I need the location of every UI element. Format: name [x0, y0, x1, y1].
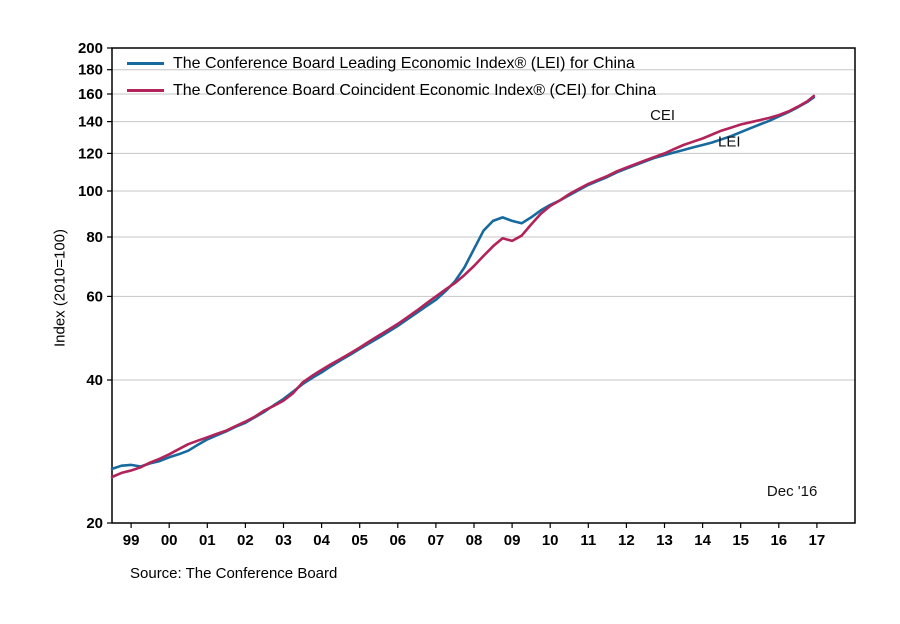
y-axis-title: Index (2010=100): [51, 228, 69, 348]
x-tick-label: 00: [161, 532, 178, 549]
x-tick-label: 15: [732, 532, 749, 549]
annotation-dec-16: Dec '16: [767, 483, 817, 500]
x-tick-label: 01: [199, 532, 216, 549]
y-tick-label: 140: [78, 114, 103, 131]
legend-item-cei: The Conference Board Coincident Economic…: [127, 79, 656, 102]
x-tick-label: 14: [694, 532, 711, 549]
y-tick-label: 180: [78, 62, 103, 79]
plot-frame: [111, 47, 856, 524]
series-line-cei: [110, 94, 816, 479]
y-tick-label: 60: [86, 288, 103, 305]
y-tick-label: 40: [86, 372, 103, 389]
x-tick-label: 99: [123, 532, 140, 549]
x-tick-label: 10: [542, 532, 559, 549]
y-tick-label: 200: [78, 40, 103, 57]
cei-line-swatch: [127, 89, 164, 92]
y-tick-label: 20: [86, 515, 103, 532]
x-tick-label: 03: [275, 532, 292, 549]
annotation-lei: LEI: [718, 134, 741, 151]
x-tick-label: 05: [351, 532, 368, 549]
annotation-cei: CEI: [650, 107, 675, 124]
legend-item-lei: The Conference Board Leading Economic In…: [127, 52, 656, 75]
x-tick-label: 06: [389, 532, 406, 549]
x-tick-label: 17: [809, 532, 826, 549]
x-tick-label: 07: [428, 532, 445, 549]
y-tick-label: 160: [78, 86, 103, 103]
x-tick-label: 13: [656, 532, 673, 549]
lei-legend-label: The Conference Board Leading Economic In…: [173, 54, 635, 72]
x-tick-label: 04: [313, 532, 330, 549]
y-tick-label: 80: [86, 229, 103, 246]
x-tick-label: 12: [618, 532, 635, 549]
lei-line-swatch: [127, 62, 164, 65]
x-tick-label: 09: [504, 532, 521, 549]
cei-legend-label: The Conference Board Coincident Economic…: [173, 81, 657, 99]
x-tick-label: 08: [466, 532, 483, 549]
y-tick-label: 120: [78, 145, 103, 162]
x-tick-label: 16: [770, 532, 787, 549]
legend: The Conference Board Leading Economic In…: [127, 52, 656, 102]
source-note: Source: The Conference Board: [130, 565, 338, 582]
x-tick-label: 02: [237, 532, 254, 549]
x-tick-label: 11: [580, 532, 596, 549]
y-tick-label: 100: [78, 183, 103, 200]
